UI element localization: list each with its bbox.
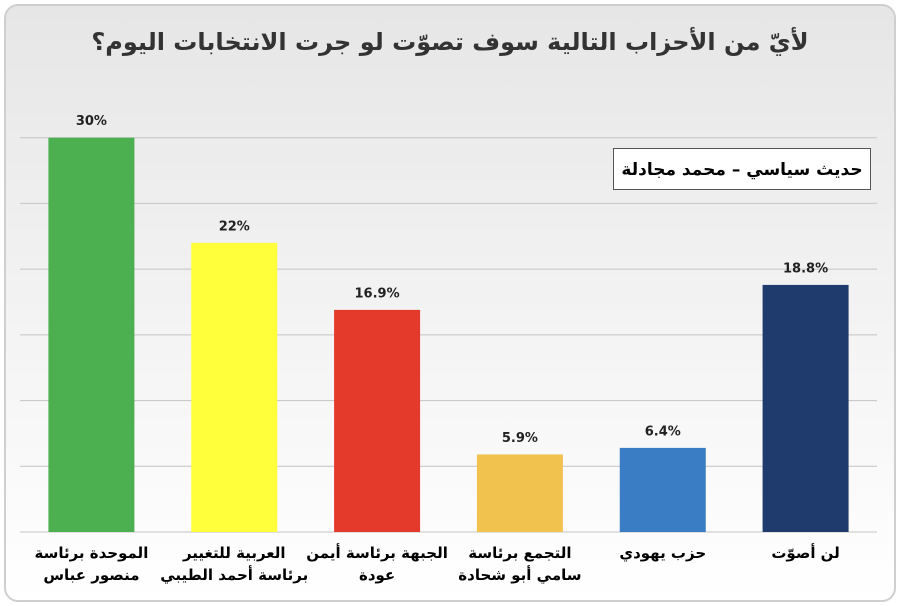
x-tick-label: التجمع برئاسة سامي أبو شحادة bbox=[458, 544, 582, 584]
value-label: 22% bbox=[219, 219, 250, 234]
value-label: 5.9% bbox=[502, 431, 538, 446]
bar bbox=[334, 309, 421, 532]
bar bbox=[48, 137, 135, 532]
chart-frame bbox=[4, 4, 896, 602]
value-label: 6.4% bbox=[645, 424, 681, 439]
x-tick-label: حزب يهودي bbox=[619, 544, 707, 562]
x-tick-label: الموحدة برئاسة منصور عباس bbox=[34, 544, 149, 584]
bar bbox=[619, 447, 706, 532]
value-label: 16.9% bbox=[355, 286, 400, 301]
chart-title: لأيّ من الأحزاب التالية سوف تصوّت لو جرت… bbox=[91, 28, 809, 56]
value-label: 18.8% bbox=[783, 261, 828, 276]
x-tick-label: لن أصوّت bbox=[771, 544, 840, 562]
bar bbox=[476, 454, 563, 532]
bar bbox=[191, 242, 278, 532]
x-tick-label: العربية للتغيير برئاسة أحمد الطيبي bbox=[160, 544, 309, 584]
annotation: حديث سياسي – محمد مجادلة bbox=[613, 148, 871, 190]
x-tick-label: الجبهة برئاسة أيمن عودة bbox=[306, 544, 448, 584]
bar bbox=[762, 284, 849, 532]
value-label: 30% bbox=[76, 114, 107, 129]
